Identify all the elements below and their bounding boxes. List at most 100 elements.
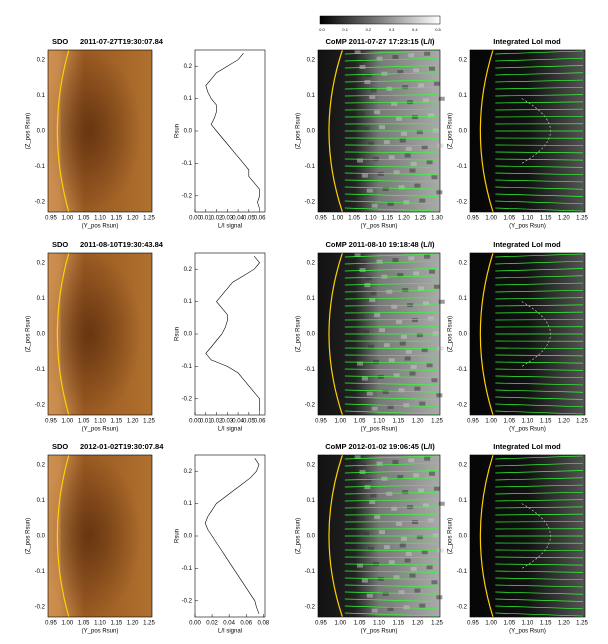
x-tick-label: 0.04: [223, 621, 235, 627]
x-tick-label: 1.10: [522, 419, 534, 425]
comp-texture: [424, 51, 431, 56]
comp-texture: [379, 530, 385, 535]
field-vector: [344, 200, 439, 205]
comp-texture: [418, 488, 425, 493]
field-vector: [495, 584, 584, 588]
field-vector: [344, 521, 439, 523]
y-tick-label: 0.1: [37, 296, 46, 302]
x-tick-label: 0.95: [315, 216, 327, 222]
field-vector: [344, 260, 439, 265]
comp-texture: [438, 501, 445, 506]
field-vector: [344, 354, 439, 357]
comp-texture: [409, 371, 416, 376]
x-tick-label: 1.10: [94, 419, 106, 425]
panel-title: Integrated LoI mod: [493, 442, 561, 451]
plot-frame: [194, 49, 266, 213]
comp-texture: [388, 560, 395, 565]
field-vector: [344, 165, 439, 168]
field-vector: [495, 57, 584, 62]
x-tick-label: 1.25: [431, 621, 443, 627]
field-vector: [495, 268, 584, 272]
comp-texture: [410, 364, 417, 369]
comp-texture: [438, 299, 445, 304]
comp-texture: [426, 565, 433, 570]
limb: [328, 252, 343, 416]
comp-texture: [414, 183, 421, 188]
comp-texture: [382, 389, 389, 394]
sdo-disk: [48, 50, 61, 212]
comp-texture: [427, 316, 434, 321]
field-vector: [495, 591, 584, 595]
field-vector: [344, 361, 439, 364]
comp-texture: [358, 314, 365, 319]
limb: [56, 49, 70, 213]
comp-texture: [393, 575, 400, 580]
sdo-disk: [48, 253, 61, 415]
comp-texture: [432, 533, 439, 538]
comp-texture: [388, 155, 395, 160]
y-axis-label: Rsun: [175, 124, 181, 138]
comp-texture: [408, 458, 415, 463]
comp-texture: [404, 558, 411, 563]
frame: [469, 252, 586, 416]
comp-texture: [402, 288, 409, 293]
y-axis-label: (Z_pos Rsun): [26, 316, 32, 352]
x-tick-label: 0.03: [221, 419, 233, 425]
y-tick-label: 0.2: [459, 463, 468, 469]
comp-texture: [363, 126, 370, 131]
comp-texture: [402, 490, 409, 495]
y-tick-label: -0.1: [35, 164, 46, 170]
frame: [469, 454, 586, 618]
x-tick-label: 1.20: [558, 419, 570, 425]
field-vector: [495, 347, 584, 349]
field-vector: [344, 311, 439, 314]
x-tick-label: 1.20: [398, 216, 410, 222]
x-tick-label: 1.10: [373, 419, 385, 425]
panel-date: 2011-07-27T19:30:07.84: [80, 37, 164, 46]
sdo-disk: [48, 455, 61, 617]
field-vector: [495, 577, 584, 581]
comp-texture: [405, 146, 412, 151]
x-tick-label: 1.00: [334, 419, 346, 425]
panel-date: 2012-01-02T19:30:07.84: [80, 442, 164, 451]
comp-texture: [363, 531, 370, 536]
comp-texture: [429, 269, 436, 274]
field-vector: [495, 319, 584, 321]
x-tick-label: 0.95: [467, 419, 479, 425]
comp-texture: [413, 473, 420, 478]
y-tick-label: 0.1: [307, 498, 316, 504]
comp-texture: [410, 161, 417, 166]
x-tick-label: 1.10: [522, 216, 534, 222]
x-tick-label: 0.04: [232, 419, 244, 425]
colorbar-tick-label: 0.2: [366, 27, 372, 32]
comp-texture: [405, 349, 412, 354]
comp-texture: [404, 356, 411, 361]
x-tick-label: 1.20: [412, 419, 424, 425]
field-vector: [495, 289, 584, 293]
comp-texture: [364, 283, 371, 288]
comp-texture: [397, 273, 404, 278]
x-tick-label: 1.15: [110, 216, 122, 222]
field-vector: [344, 591, 439, 595]
limb: [56, 252, 70, 416]
panel-title: CoMP 2011-08-10 19:18:48 (L/I): [325, 240, 435, 249]
y-tick-label: 0.1: [184, 501, 193, 507]
comp-texture: [361, 173, 368, 178]
field-vector: [495, 79, 584, 83]
comp-texture: [416, 333, 423, 338]
x-tick-label: 1.30: [431, 216, 443, 222]
x-tick-label: 1.20: [558, 216, 570, 222]
comp-texture: [427, 518, 434, 523]
x-tick-label: 0.01: [200, 419, 212, 425]
comp-texture: [414, 386, 421, 391]
x-axis-label: L/I signal: [218, 427, 242, 433]
x-tick-label: 1.25: [576, 419, 588, 425]
y-tick-label: -0.1: [305, 164, 316, 170]
comp-texture: [382, 591, 389, 596]
comp-texture: [354, 253, 361, 257]
limb: [479, 252, 494, 416]
y-tick-label: -0.1: [35, 569, 46, 575]
field-vector: [495, 556, 584, 559]
comp-texture: [370, 493, 377, 498]
x-tick-label: 1.05: [78, 419, 90, 425]
